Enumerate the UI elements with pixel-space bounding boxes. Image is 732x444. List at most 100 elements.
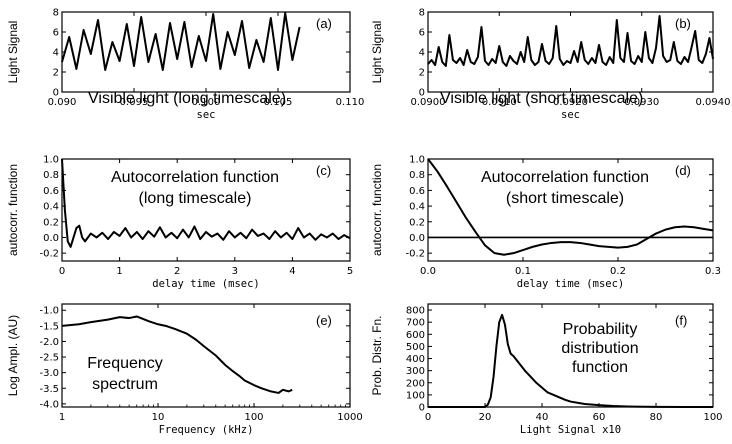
x-tick-label: 2 — [174, 266, 180, 277]
x-tick-label: 40 — [536, 412, 549, 423]
panel-f: 0 20 40 60 80 1000100200300400500600700800Lig… — [370, 303, 723, 436]
x-tick-label: 0.110 — [336, 97, 365, 108]
y-tick-label: 0 — [419, 88, 425, 99]
x-tick-label: 0.3 — [705, 266, 721, 277]
panel-b: 0.0900 0.0910 0.0920 0.0930 0.0940 0 2 4 6 8 sec Li… — [370, 8, 731, 122]
annotation-text: Frequency — [87, 355, 163, 372]
y-tick-label: 1.0 — [43, 155, 59, 166]
y-tick-label: -3.0 — [39, 368, 59, 379]
x-tick-label: 0.0920 — [553, 97, 588, 108]
y-tick-label: 6 — [53, 28, 59, 39]
plot-frame — [61, 11, 351, 93]
x-axis-label: Light Signal x10 — [520, 424, 621, 436]
y-axis-label: Light Signal — [370, 21, 384, 84]
y-tick-label: 100 — [406, 390, 425, 401]
plot-frame — [61, 158, 351, 262]
x-tick-label: 0.2 — [610, 266, 626, 277]
plot-frame — [427, 11, 714, 93]
y-tick-label: 2 — [53, 68, 59, 79]
x-tick-label: 100 — [244, 412, 263, 423]
panel-letter: (a) — [316, 16, 332, 31]
annotation-text: distribution — [561, 340, 638, 357]
x-tick-label: 0 — [425, 412, 431, 423]
annotation-text: function — [572, 359, 628, 376]
y-tick-label: 0 — [419, 403, 425, 414]
y-tick-label: 0.4 — [409, 202, 425, 213]
y-tick-label: 0 — [53, 88, 59, 99]
panel-letter: (f) — [675, 313, 687, 328]
panel-letter: (e) — [316, 313, 332, 328]
x-tick-label: 20 — [479, 412, 492, 423]
x-tick-label: 4 — [289, 266, 295, 277]
panel-letter: (c) — [316, 163, 331, 178]
x-tick-label: 80 — [650, 412, 663, 423]
annotation-text: Autocorrelation function — [111, 169, 279, 186]
y-tick-label: 6 — [419, 28, 425, 39]
x-tick-label: 0.0900 — [411, 97, 446, 108]
y-tick-label: 0.4 — [43, 202, 59, 213]
y-axis-label: autocorr. function — [6, 164, 20, 256]
series-line — [428, 313, 713, 408]
y-tick-label: 400 — [406, 354, 425, 365]
x-axis-label: sec — [197, 109, 216, 121]
y-tick-label: -0.2 — [405, 249, 425, 260]
y-tick-label: 1.0 — [409, 155, 425, 166]
x-axis-label: delay time (msec) — [517, 278, 624, 290]
y-tick-label: -0.2 — [39, 249, 59, 260]
x-axis-label: delay time (msec) — [152, 278, 259, 290]
y-tick-label: -2.5 — [39, 353, 59, 364]
panel-c: 0 1 2 3 4 5 -0.2 0.0 0.2 0.4 0.6 0.8 1.0 delay time (… — [6, 155, 353, 291]
y-tick-label: 8 — [53, 8, 59, 19]
y-tick-label: 0.0 — [43, 233, 59, 244]
y-tick-label: 500 — [406, 342, 425, 353]
x-tick-label: 0.1 — [515, 266, 531, 277]
y-tick-label: 600 — [406, 330, 425, 341]
y-tick-label: 4 — [53, 48, 59, 59]
x-tick-label: 10 — [152, 412, 165, 423]
x-axis-label: sec — [561, 109, 580, 121]
y-tick-label: -1.0 — [39, 306, 59, 317]
y-tick-label: 0.8 — [409, 170, 425, 181]
y-tick-label: 2 — [419, 68, 425, 79]
x-tick-label: 0.0 — [420, 266, 436, 277]
annotation-text: Visible light (long timescale) — [88, 90, 286, 107]
plot-frame — [427, 158, 714, 262]
series-line — [61, 315, 293, 394]
annotation-text: Visible light (short timescale) — [440, 90, 643, 107]
panel-d: 0.0 0.1 0.2 0.3 -0.2 0.0 0.2 0.4 0.6 0.8 1.0 delay … — [370, 155, 721, 291]
y-tick-label: 0.2 — [409, 217, 425, 228]
y-tick-label: 0.6 — [409, 186, 425, 197]
series-line — [427, 15, 714, 67]
x-tick-label: 0.0940 — [696, 97, 731, 108]
x-tick-label: 0.105 — [264, 97, 293, 108]
x-tick-label: 1000 — [337, 412, 362, 423]
annotation-text: (long timescale) — [139, 190, 252, 207]
x-tick-label: 0.095 — [120, 97, 149, 108]
x-tick-label: 60 — [593, 412, 606, 423]
x-tick-label: 100 — [703, 412, 722, 423]
annotation-text: (short timescale) — [506, 190, 624, 207]
y-tick-label: 0.0 — [409, 233, 425, 244]
x-tick-label: 1 — [116, 266, 122, 277]
x-tick-label: 3 — [232, 266, 238, 277]
x-tick-label: 0.090 — [48, 97, 77, 108]
x-tick-label: 1 — [59, 412, 65, 423]
x-axis-label: Frequency (kHz) — [159, 424, 254, 436]
panel-letter: (b) — [675, 16, 691, 31]
series-line — [61, 158, 351, 248]
y-tick-label: 0.8 — [43, 170, 59, 181]
panel-e: 1 10 100 1000 -4.0 -3.5 -3.0 -2.5 -2.0 -1.5 -1.0 Fr… — [6, 303, 363, 436]
y-tick-label: -2.0 — [39, 337, 59, 348]
y-tick-label: 300 — [406, 366, 425, 377]
y-tick-label: -4.0 — [39, 399, 59, 410]
y-axis-label: Prob. Distr. Fn. — [370, 315, 384, 395]
annotation-text: Autocorrelation function — [481, 169, 649, 186]
x-tick-label: 5 — [347, 266, 353, 277]
y-tick-label: 0.6 — [43, 186, 59, 197]
y-tick-label: 4 — [419, 48, 425, 59]
x-tick-label: 0.0930 — [624, 97, 659, 108]
series-line — [427, 158, 714, 256]
y-tick-label: 200 — [406, 378, 425, 389]
plot-frame — [61, 303, 351, 408]
